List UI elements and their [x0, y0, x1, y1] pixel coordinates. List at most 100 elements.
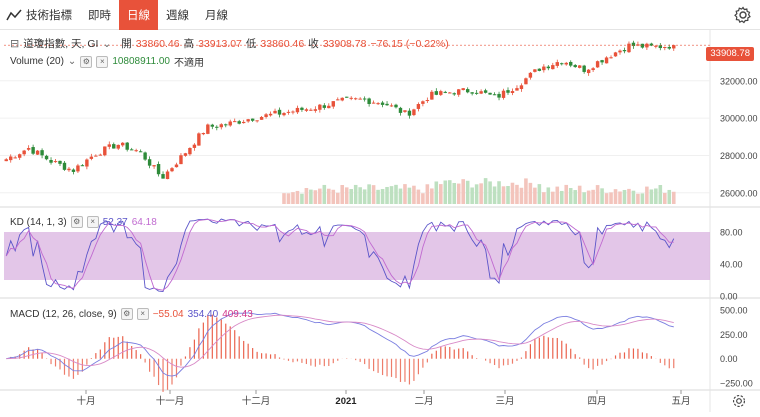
indicators-tab[interactable]: 技術指標: [0, 0, 80, 30]
candle-body: [116, 144, 120, 149]
candle-body: [640, 43, 645, 48]
volume-bar: [295, 190, 300, 204]
candle-body: [582, 65, 586, 72]
candle-body: [542, 66, 546, 71]
macd-pane: [6, 312, 675, 392]
candle-body: [241, 121, 246, 124]
candle-body: [85, 159, 89, 167]
candle-body: [416, 104, 421, 109]
candle-body: [457, 89, 461, 95]
candle-body: [367, 98, 371, 104]
candle-body: [215, 126, 219, 128]
macd-legend: MACD (12, 26, close, 9) ⚙ × −55.04 354.4…: [10, 308, 253, 320]
volume-bar: [309, 189, 313, 204]
macd-tick-label: 500.00: [720, 305, 748, 315]
settings-icon[interactable]: ⚙: [120, 308, 133, 320]
settings-icon[interactable]: ⚙: [80, 55, 93, 68]
volume-bar: [555, 186, 560, 204]
candle-body: [246, 119, 250, 122]
candle-body: [649, 43, 654, 46]
symbol-title[interactable]: 道瓊指數, 天, GI: [23, 38, 99, 50]
close-icon[interactable]: ×: [86, 216, 99, 228]
candle-body: [264, 114, 268, 117]
candle-body: [645, 43, 649, 48]
last-price-badge: 33908.78: [706, 47, 754, 61]
settings-icon[interactable]: ⚙: [70, 216, 83, 228]
volume-bar: [654, 188, 658, 204]
x-axis-label: 十一月: [156, 395, 185, 407]
volume-bar: [618, 191, 622, 204]
chevron-down-icon[interactable]: ⌄: [102, 37, 112, 50]
candle-body: [524, 78, 528, 85]
tab-monthly[interactable]: 月線: [205, 9, 228, 22]
open-value: 33860.46: [135, 37, 180, 50]
x-axis-label: 2021: [335, 396, 357, 407]
candle-body: [112, 144, 116, 149]
volume-bar: [613, 189, 618, 204]
volume-bar: [515, 184, 519, 204]
tab-weekly[interactable]: 週線: [166, 9, 189, 22]
candle-body: [286, 111, 291, 113]
price-tick-label: 32000.00: [720, 76, 758, 86]
candle-body: [40, 150, 44, 156]
indicators-label: 技術指標: [26, 9, 72, 22]
candle-body: [179, 155, 183, 165]
candle-body: [80, 165, 85, 167]
candle-body: [394, 104, 398, 108]
volume-bar: [658, 184, 663, 204]
candle-body: [94, 155, 98, 157]
volume-bar: [479, 183, 483, 204]
candle-body: [600, 60, 604, 63]
tab-realtime[interactable]: 即時: [88, 9, 111, 22]
candle-body: [627, 43, 631, 53]
candle-body: [560, 63, 564, 65]
chart-canvas[interactable]: 32000.00 30000.00 28000.00 26000.00 80.00 40.…: [0, 30, 760, 412]
d-value: 64.18: [131, 216, 157, 228]
volume-bar: [564, 184, 569, 204]
candle-body: [403, 110, 407, 112]
collapse-icon[interactable]: ⊟: [10, 38, 20, 50]
candle-body: [233, 121, 237, 123]
volume-ma-value: 不適用: [173, 58, 204, 69]
volume-bar: [474, 184, 479, 204]
macd-tick-label: 250.00: [720, 330, 748, 340]
volume-bar: [568, 188, 573, 204]
volume-bar: [358, 187, 362, 204]
chart-area[interactable]: 32000.00 30000.00 28000.00 26000.00 80.00 40.…: [0, 30, 760, 412]
low-label: 低: [245, 38, 257, 50]
candle-body: [268, 113, 273, 116]
low-value: 33860.46: [260, 37, 305, 50]
macd-label[interactable]: MACD (12, 26, close, 9): [10, 308, 117, 320]
candle-body: [237, 121, 241, 124]
high-value: 33913.07: [198, 37, 242, 50]
volume-bar: [313, 190, 318, 204]
macd-tick-label: 0.00: [720, 354, 738, 364]
kd-label[interactable]: KD (14, 1, 3): [10, 216, 67, 228]
chevron-down-icon[interactable]: ⌄: [67, 56, 77, 67]
kd-tick-label: 0.00: [720, 292, 738, 302]
candle-body: [430, 91, 434, 100]
candle-body: [121, 142, 125, 146]
close-icon[interactable]: ×: [96, 55, 109, 68]
candle-body: [658, 45, 663, 49]
gear-icon[interactable]: [734, 6, 752, 24]
candle-body: [506, 90, 510, 93]
candle-body: [412, 109, 416, 116]
volume-bar: [398, 188, 403, 204]
tab-daily[interactable]: 日線: [119, 0, 158, 30]
volume-bar: [282, 193, 286, 204]
candle-body: [22, 150, 26, 155]
volume-bar: [640, 193, 645, 204]
gear-icon[interactable]: [732, 394, 746, 408]
candle-body: [134, 150, 138, 152]
price-tick-label: 26000.00: [720, 188, 758, 198]
candle-body: [492, 94, 497, 96]
volume-label[interactable]: Volume (20): [10, 56, 64, 67]
candle-body: [9, 156, 13, 161]
candle-body: [667, 46, 671, 49]
candle-body: [309, 109, 313, 111]
volume-bar: [573, 190, 577, 204]
close-icon[interactable]: ×: [136, 308, 149, 320]
volume-bar: [385, 186, 389, 204]
volume-bar: [447, 180, 452, 204]
